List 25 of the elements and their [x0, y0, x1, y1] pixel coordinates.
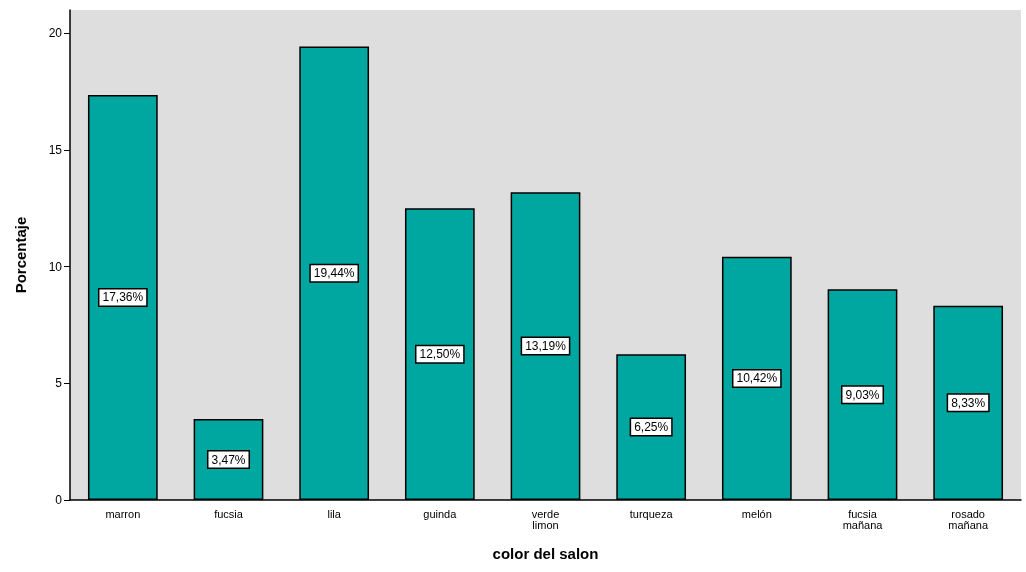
x-tick-label: lila [327, 507, 342, 520]
data-label: 19,44% [313, 266, 355, 281]
data-label: 9,03% [845, 387, 880, 402]
x-tick-label: marron [105, 507, 141, 520]
y-tick-label: 10 [48, 259, 63, 274]
x-tick-label: rosado mañana [948, 507, 989, 531]
data-label: 12,50% [419, 347, 461, 362]
x-tick-label: verde limon [531, 507, 560, 531]
data-label: 10,42% [736, 371, 778, 386]
y-tick-label: 15 [48, 143, 63, 157]
data-label: 17,36% [102, 290, 144, 305]
x-axis-title: color del salon [492, 545, 599, 562]
data-label: 13,19% [525, 339, 567, 354]
x-tick-label: melón [741, 507, 772, 520]
x-tick-label: fucsia [214, 507, 244, 520]
data-label: 3,47% [211, 452, 246, 467]
x-tick-label: fucsia mañana [842, 507, 884, 531]
y-tick-label: 5 [55, 376, 63, 391]
x-tick-label: turqueza [629, 507, 674, 520]
y-tick-label: 0 [55, 493, 63, 507]
data-label: 8,33% [951, 395, 986, 410]
y-tick-label: 20 [48, 26, 63, 41]
y-axis-title: Porcentaje [12, 216, 29, 294]
data-label: 6,25% [634, 420, 669, 435]
x-tick-label: guinda [423, 507, 458, 520]
